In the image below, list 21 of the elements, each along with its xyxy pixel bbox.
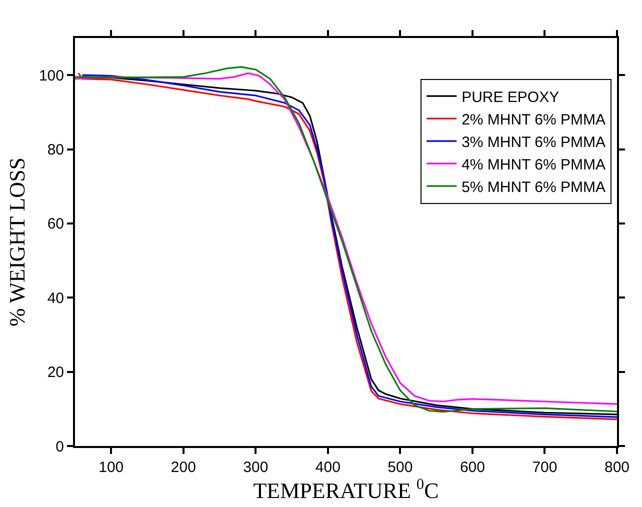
y-tick-label: 60 bbox=[47, 216, 64, 233]
legend-label: PURE EPOXY bbox=[462, 88, 560, 106]
x-tick-label: 200 bbox=[170, 459, 196, 476]
legend-label: 2% MHNT 6% PMMA bbox=[462, 111, 606, 128]
x-tick-label: 500 bbox=[388, 459, 413, 476]
x-axis-title: TEMPERATURE $^{0}$C bbox=[253, 476, 439, 504]
y-tick-label: 40 bbox=[47, 290, 64, 307]
legend-label: 5% MHNT 6% PMMA bbox=[462, 178, 606, 196]
x-tick-label: 300 bbox=[243, 459, 268, 476]
x-tick-label: 800 bbox=[604, 459, 630, 476]
legend-label: 4% MHNT 6% PMMA bbox=[462, 156, 606, 174]
y-tick-label: 80 bbox=[47, 142, 64, 159]
legend-label: 3% MHNT 6% PMMA bbox=[462, 134, 606, 151]
y-tick-label: 0 bbox=[56, 438, 64, 456]
y-axis-title: % WEIGHT LOSS bbox=[4, 157, 30, 327]
x-tick-label: 700 bbox=[532, 459, 558, 476]
x-tick-label: 100 bbox=[98, 459, 124, 476]
y-tick-label: 20 bbox=[47, 364, 64, 382]
x-tick-label: 600 bbox=[460, 459, 485, 476]
x-tick-label: 400 bbox=[315, 459, 340, 476]
y-tick-label: 100 bbox=[38, 67, 64, 84]
